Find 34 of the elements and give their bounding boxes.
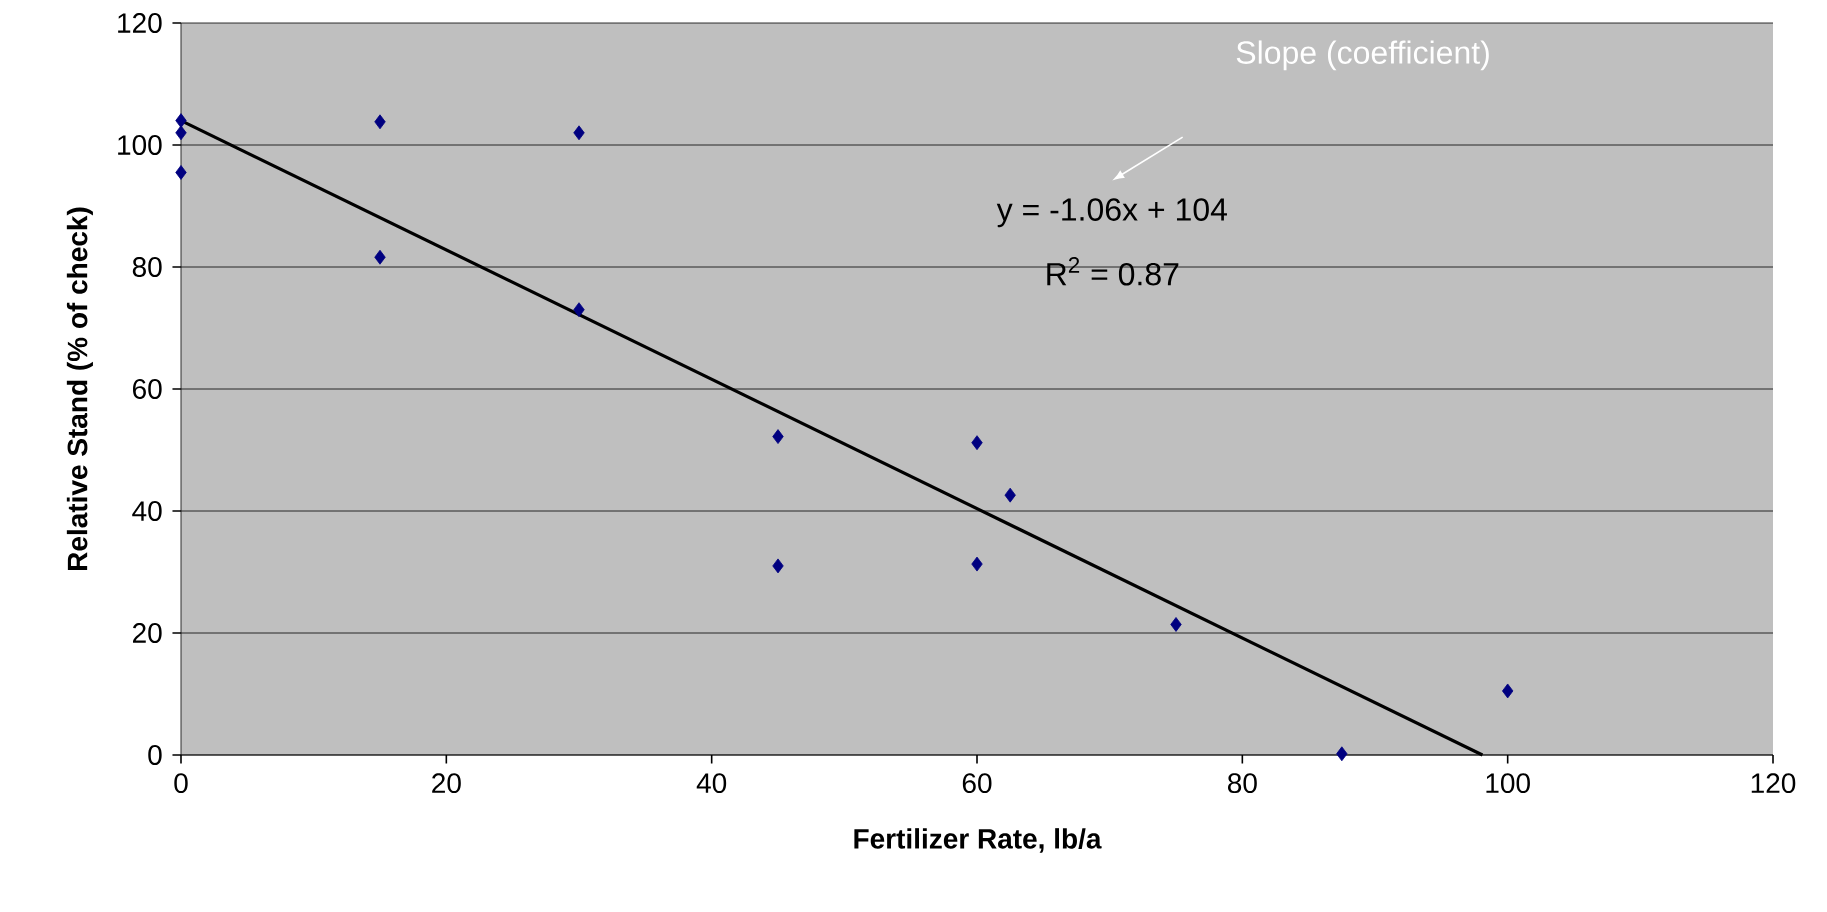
- x-tick-label: 100: [1486, 773, 1530, 794]
- point: [374, 249, 386, 265]
- y-tick-label: 80: [132, 257, 162, 277]
- x-tick-label: 0: [174, 773, 188, 794]
- point: [971, 556, 983, 572]
- y-tick-label: 20: [133, 623, 162, 643]
- annotation: R$^{2}$ = 0.87: [1047, 257, 1179, 286]
- annotation: y = -1.06x + 104: [996, 198, 1227, 228]
- y-tick-label: 0: [148, 745, 162, 765]
- point: [175, 125, 187, 141]
- y-tick-label: 60: [133, 379, 162, 399]
- x-tick-label: 80: [1227, 773, 1257, 794]
- y-tick-label: 120: [118, 13, 162, 33]
- x-tick-label: 20: [432, 773, 461, 794]
- point: [175, 165, 187, 180]
- annotation: Slope (coefficient): [1236, 40, 1489, 71]
- point: [573, 302, 585, 318]
- point: [1004, 487, 1016, 503]
- y-tick-label: 40: [132, 501, 162, 521]
- x-tick-label: 60: [962, 773, 992, 794]
- y-axis-title: Relative Stand (% of check): [66, 207, 93, 570]
- point: [1502, 683, 1514, 699]
- point: [573, 125, 585, 141]
- point: [374, 114, 386, 130]
- point: [971, 435, 983, 451]
- x-tick-label: 120: [1751, 773, 1796, 794]
- point: [1170, 617, 1182, 632]
- x-axis-title: Fertilizer Rate, lb/a: [854, 828, 1102, 853]
- point: [772, 429, 784, 444]
- y-tick-label: 100: [118, 135, 162, 155]
- point: [772, 558, 784, 574]
- point: [175, 113, 187, 128]
- x-tick-label: 40: [696, 773, 727, 794]
- point: [1336, 746, 1348, 762]
